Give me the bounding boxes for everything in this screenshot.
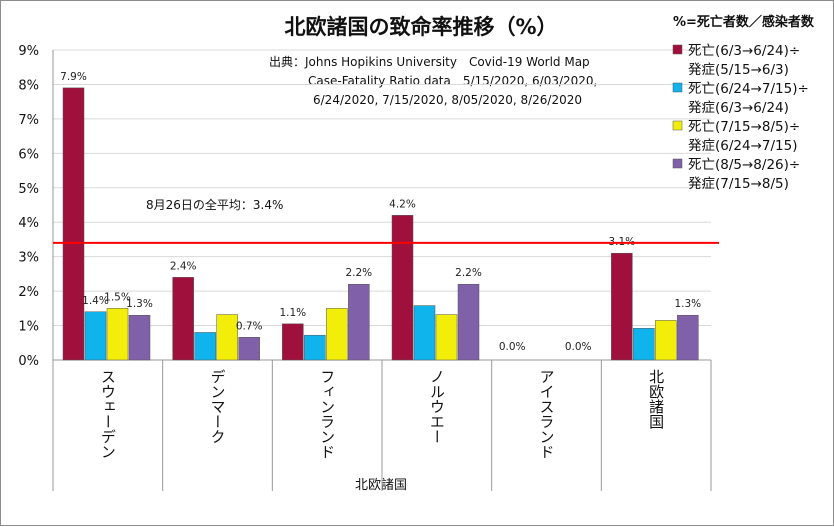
bar: [238, 337, 260, 361]
data-label: 1.3%: [126, 298, 153, 310]
chart-title: 北欧諸国の致命率推移（%）: [284, 15, 557, 39]
legend-label: 死亡(6/3→6/24)÷: [688, 43, 800, 59]
source-line-1: 出典：Johns Hopikins University Covid-19 Wo…: [269, 55, 590, 69]
bar: [84, 311, 107, 361]
bar: [172, 277, 194, 361]
bar: [435, 314, 458, 361]
bar: [391, 215, 414, 361]
legend-label: 死亡(7/15→8/5)÷: [688, 119, 800, 135]
legend-label: 発症(6/24→7/15): [688, 138, 797, 154]
data-label: 2.4%: [170, 260, 197, 272]
legend-label: 発症(7/15→8/5): [688, 176, 789, 192]
data-label: 4.2%: [389, 198, 416, 210]
bar: [282, 323, 304, 361]
average-line-label: 8月26日の全平均：3.4%: [146, 197, 283, 212]
legend-swatch: [672, 44, 683, 55]
category-label: デンマーク: [209, 369, 227, 444]
data-label: 7.9%: [60, 71, 87, 83]
bar: [611, 252, 633, 361]
data-label: 1.5%: [104, 291, 131, 303]
data-label: 1.4%: [82, 295, 109, 307]
bar: [106, 308, 129, 361]
y-tick-label: 9%: [18, 44, 39, 59]
data-label: 0.7%: [236, 320, 263, 332]
y-tick-label: 2%: [18, 285, 39, 300]
category-label: スウェーデン: [99, 369, 117, 459]
bar: [128, 314, 151, 361]
category-label: ノルウエー: [428, 369, 446, 444]
data-label: 1.1%: [279, 307, 306, 319]
legend-label: 死亡(6/24→7/15)÷: [688, 81, 809, 97]
data-label: 2.2%: [345, 267, 372, 279]
y-tick-label: 5%: [18, 182, 39, 197]
legend-label: 死亡(8/5→8/26)÷: [688, 157, 800, 173]
legend-swatch: [672, 82, 683, 93]
data-label: 1.3%: [674, 298, 701, 310]
legend-title: %=死亡者数／感染者数: [673, 14, 815, 30]
legend: 死亡(6/3→6/24)÷ 発症(5/15→6/3) 死亡(6/24→7/15)÷ 発…: [672, 43, 809, 192]
data-label: 2.2%: [455, 267, 482, 279]
source-line-3: 6/24/2020, 7/15/2020, 8/05/2020, 8/26/20…: [313, 93, 582, 107]
legend-label: 発症(6/3→6/24): [688, 100, 789, 116]
legend-swatch: [672, 158, 683, 169]
data-label: 0.0%: [499, 341, 526, 353]
bar: [326, 308, 348, 361]
y-tick-label: 3%: [18, 251, 39, 266]
y-tick-label: 7%: [18, 113, 39, 128]
legend-label: 発症(5/15→6/3): [688, 62, 789, 78]
bar: [62, 87, 85, 361]
category-label: フィンランド: [318, 369, 336, 459]
data-label: 0.0%: [565, 341, 592, 353]
y-tick-label: 0%: [18, 354, 39, 369]
bar: [457, 283, 480, 361]
source-line-2: Case-Fatality Ratio data 5/15/2020, 6/03…: [308, 74, 597, 88]
bar: [304, 334, 326, 361]
legend-swatch: [672, 120, 683, 131]
bar: [216, 314, 238, 361]
bar: [194, 332, 216, 361]
y-tick-label: 1%: [18, 320, 39, 335]
y-tick-label: 6%: [18, 147, 39, 162]
bar: [348, 283, 370, 361]
x-axis-title: 北欧諸国: [355, 477, 407, 493]
bar: [413, 305, 436, 361]
bar: [677, 314, 699, 361]
y-tick-label: 8%: [18, 78, 39, 93]
category-label: アイスランド: [538, 369, 556, 459]
y-tick-label: 4%: [18, 216, 39, 231]
bar: [633, 328, 655, 361]
category-label: 北欧諸国: [647, 369, 665, 429]
plot-area: 0% 1% 2% 3% 4% 5% 6% 7% 8% 9% 7.9% 2.4% 1.1% 4.2% 0.0%…: [18, 44, 719, 491]
bar: [655, 320, 677, 361]
